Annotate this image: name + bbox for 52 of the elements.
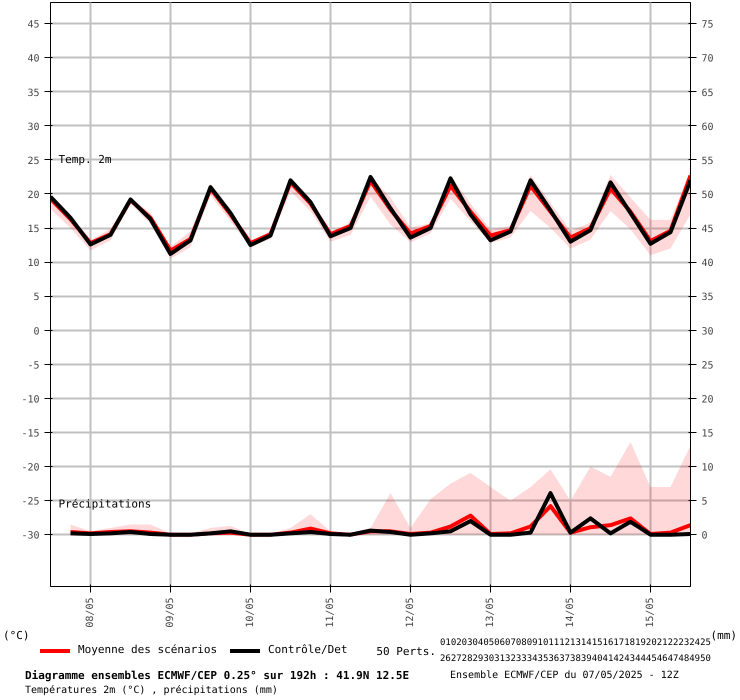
text: (°C): [3, 629, 30, 642]
y-tick-label: 0: [33, 326, 40, 338]
x-tick-label: 09/05: [165, 597, 176, 628]
y-tick-label: 15: [27, 224, 40, 236]
y-tick-label: 25: [27, 156, 40, 167]
x-tick-label: 13/05: [485, 597, 496, 628]
y2-tick-label: 70: [702, 54, 714, 65]
text: Diagramme ensembles ECMWF/CEP 0.25° sur 192h : 41.9N 12.5E: [25, 669, 410, 682]
text: 26272829303132333435363738394041424344454647484950: [440, 654, 711, 665]
y2-tick-label: 25: [702, 360, 714, 372]
y2-tick-label: 30: [702, 326, 714, 338]
y2-tick-label: 0: [702, 530, 708, 542]
y-tick-label: -30: [21, 530, 40, 542]
x-tick-label: 15/05: [645, 597, 656, 628]
y2-tick-label: 35: [702, 292, 714, 304]
y-tick-label: -25: [21, 496, 40, 508]
y2-tick-label: 60: [702, 122, 714, 133]
y2-tick-label: 15: [702, 428, 714, 440]
x-tick-label: 10/05: [245, 597, 256, 628]
y2-tick-label: 10: [702, 462, 714, 474]
y-tick-label: 45: [27, 20, 40, 31]
y2-tick-label: 75: [702, 20, 714, 31]
x-tick-label: 14/05: [565, 597, 576, 628]
y-tick-label: 35: [27, 88, 40, 99]
y-tick-label: 40: [27, 54, 40, 65]
x-tick-label: 12/05: [405, 597, 416, 628]
y-tick-label: 20: [27, 190, 40, 201]
y2-tick-label: 65: [702, 88, 714, 99]
legend-label: Contrôle/Det: [268, 643, 348, 656]
y2-tick-label: 55: [702, 156, 714, 167]
annotation: Précipitations: [58, 497, 152, 510]
legend-label: Moyenne des scénarios: [78, 643, 218, 656]
text: Températures 2m (°C) , précipitations (mm): [25, 685, 278, 696]
y2-tick-label: 50: [702, 190, 714, 201]
text: (mm): [710, 629, 737, 642]
text: 01020304050607080910111213141516171819202122232425: [440, 638, 711, 649]
x-tick-label: 11/05: [325, 597, 336, 628]
y2-tick-label: 20: [702, 394, 714, 406]
x-tick-label: 08/05: [85, 597, 96, 628]
text: 50 Perts.: [376, 645, 436, 658]
y-tick-label: -10: [21, 394, 40, 406]
y-tick-label: 30: [27, 122, 40, 133]
y-tick-label: -20: [21, 462, 40, 474]
annotation: Temp. 2m: [58, 153, 112, 166]
y2-tick-label: 45: [702, 224, 714, 236]
text: Ensemble ECMWF/CEP du 07/05/2025 - 12Z: [450, 670, 679, 681]
y-tick-label: 10: [27, 258, 40, 270]
y-tick-label: -15: [21, 428, 40, 440]
y-tick-label: 5: [33, 292, 40, 304]
y2-tick-label: 5: [702, 496, 708, 508]
y-tick-label: -5: [27, 360, 40, 372]
y2-tick-label: 40: [702, 258, 714, 270]
